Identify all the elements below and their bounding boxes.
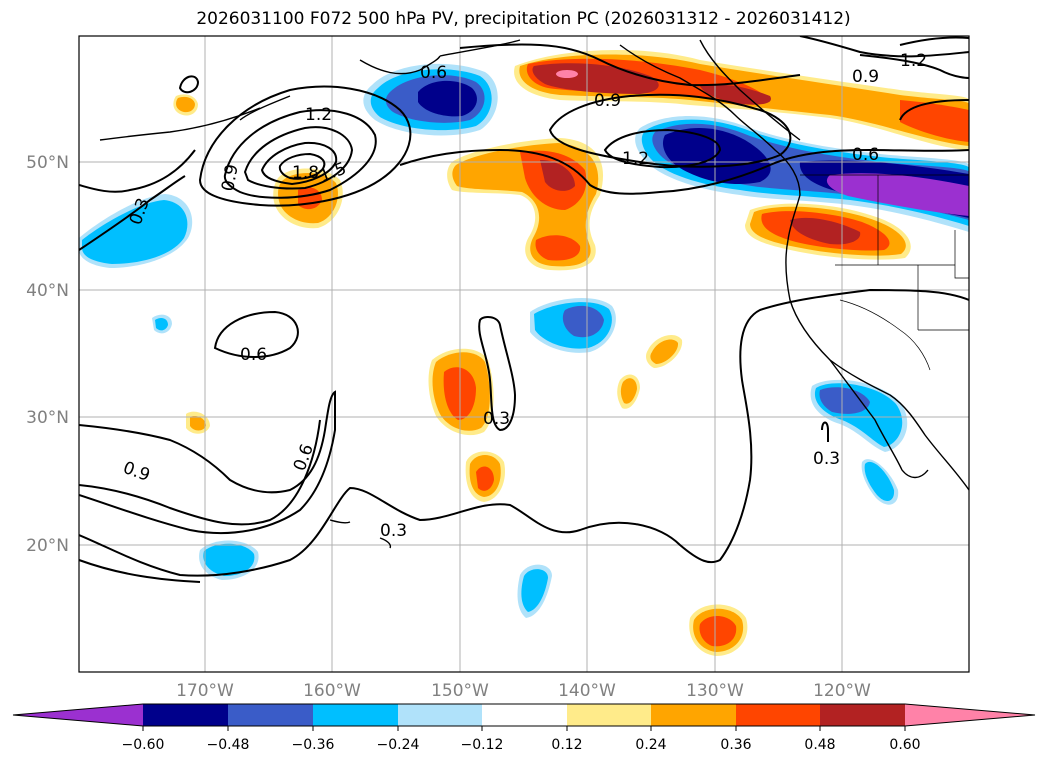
colorbar-segment bbox=[313, 704, 398, 726]
colorbar-segment bbox=[228, 704, 313, 726]
contour-label: 0.6 bbox=[852, 145, 879, 165]
colorbar-tick-label: −0.48 bbox=[207, 737, 250, 753]
contour-label: 1.2 bbox=[900, 51, 927, 71]
map-title: 2026031100 F072 500 hPa PV, precipitatio… bbox=[196, 9, 851, 29]
colorbar-tick-label: 0.48 bbox=[804, 737, 835, 753]
colorbar-segment bbox=[482, 704, 567, 726]
colorbar-tick-label: 0.36 bbox=[720, 737, 751, 753]
contour-label: 0.3 bbox=[380, 521, 407, 541]
colorbar-segment bbox=[651, 704, 736, 726]
contour-label: 0.9 bbox=[218, 163, 242, 193]
contour-label: 0.6 bbox=[420, 63, 447, 83]
map-gridlines bbox=[79, 36, 969, 672]
colorbar-ticks bbox=[142, 726, 906, 731]
lat-label: 30°N bbox=[26, 408, 69, 428]
lon-label: 150°W bbox=[431, 681, 489, 701]
colorbar-segment bbox=[736, 704, 820, 726]
colorbar-tick-label: −0.36 bbox=[292, 737, 335, 753]
contour-label: 0.6 bbox=[240, 345, 267, 365]
contour-label: 0.3 bbox=[483, 409, 510, 429]
lat-label: 20°N bbox=[26, 536, 69, 556]
longitude-labels: 170°W 160°W 150°W 140°W 130°W 120°W bbox=[176, 681, 871, 701]
contour-label: 1.8 bbox=[292, 163, 319, 183]
lon-label: 130°W bbox=[686, 681, 744, 701]
lon-label: 160°W bbox=[303, 681, 361, 701]
colorbar-segment bbox=[143, 704, 228, 726]
colorbar-segment bbox=[567, 704, 651, 726]
map-frame bbox=[78, 35, 970, 673]
contour-label: 1.2 bbox=[305, 105, 332, 125]
contour-label: 1.2 bbox=[622, 149, 649, 169]
colorbar-tick-label: 0.12 bbox=[551, 737, 582, 753]
lon-label: 170°W bbox=[176, 681, 234, 701]
colorbar-segment bbox=[820, 704, 905, 726]
colorbar-tick-label: 0.60 bbox=[889, 737, 920, 753]
pv-contours bbox=[79, 36, 969, 583]
latitude-labels: 50°N 40°N 30°N 20°N bbox=[26, 153, 69, 556]
lon-label: 140°W bbox=[558, 681, 616, 701]
colorbar: −0.60 −0.48 −0.36 −0.24 −0.12 0.12 0.24 … bbox=[12, 703, 1036, 753]
colorbar-segment bbox=[398, 704, 482, 726]
contour-label: 0.9 bbox=[594, 91, 621, 111]
colorbar-extend-high bbox=[905, 704, 1035, 726]
lat-label: 40°N bbox=[26, 281, 69, 301]
lon-label: 120°W bbox=[813, 681, 871, 701]
lat-label: 50°N bbox=[26, 153, 69, 173]
colorbar-tick-label: −0.12 bbox=[461, 737, 504, 753]
colorbar-tick-label: −0.60 bbox=[122, 737, 165, 753]
colorbar-extend-low bbox=[13, 704, 143, 726]
contour-label: 0.3 bbox=[813, 449, 840, 469]
colorbar-tick-label: 0.24 bbox=[635, 737, 666, 753]
contour-label: 0.9 bbox=[852, 67, 879, 87]
colorbar-tick-label: −0.24 bbox=[377, 737, 420, 753]
